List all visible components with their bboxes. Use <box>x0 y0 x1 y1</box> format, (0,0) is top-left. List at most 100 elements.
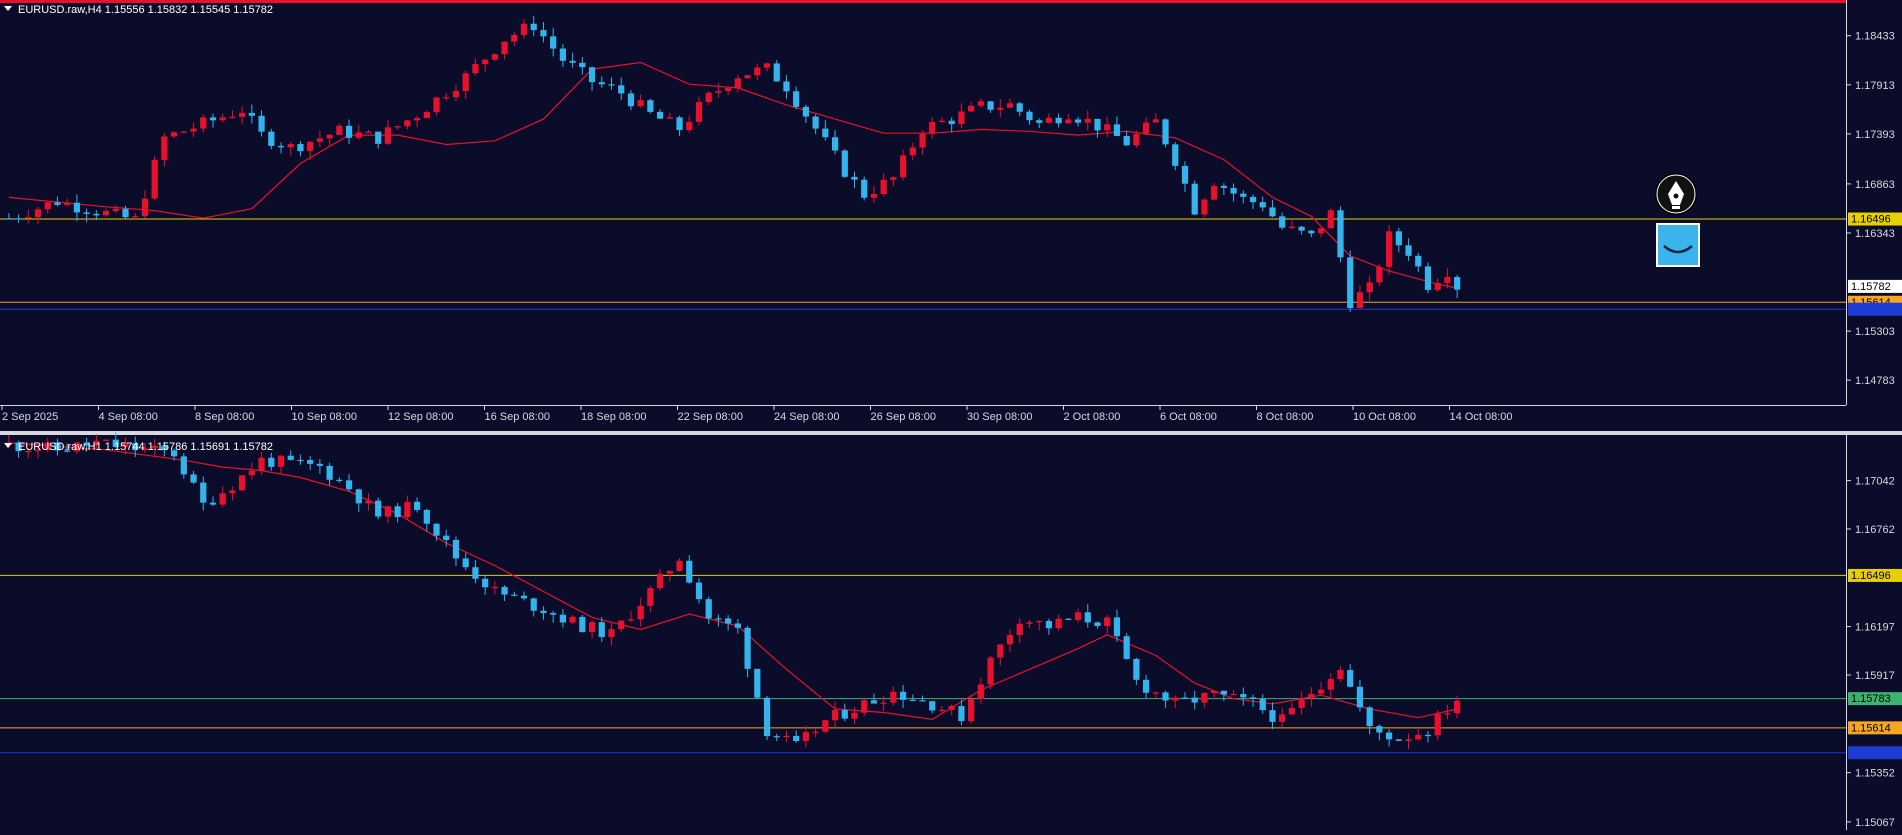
h4-candle <box>132 213 139 221</box>
h1-candle <box>1376 724 1383 741</box>
h1-candle <box>1113 609 1121 642</box>
h1-candle <box>307 456 314 470</box>
h4-candle <box>170 131 178 139</box>
h4-candle <box>705 91 712 106</box>
h1-candle <box>258 451 265 475</box>
h4-candle <box>958 103 965 129</box>
h1-pane-menu-icon[interactable] <box>4 443 12 448</box>
h1-candle <box>1045 618 1053 635</box>
h1-candle <box>384 505 392 524</box>
h4-candle <box>384 119 392 146</box>
h4-x-tick: 14 Oct 08:00 <box>1450 411 1513 423</box>
h1-candle <box>1240 687 1247 706</box>
h1-candle <box>1424 730 1432 743</box>
h4-candle <box>219 113 226 123</box>
h1-candle <box>929 700 936 714</box>
h4-chart-pane[interactable]: EURUSD.raw,H4 1.15556 1.15832 1.15545 1.… <box>0 0 1846 312</box>
h4-candle <box>287 141 294 156</box>
h4-candle <box>365 130 372 133</box>
h4-candle <box>608 77 615 90</box>
h4-y-tick: 1.15303 <box>1855 326 1895 338</box>
h4-candle <box>122 205 129 219</box>
h1-candle <box>1288 702 1296 716</box>
h4-candle <box>1162 118 1169 148</box>
h4-y-tick: 1.18433 <box>1855 31 1895 43</box>
h4-candle <box>1376 264 1383 286</box>
h1-candle <box>462 552 469 571</box>
h4-candle <box>511 31 518 47</box>
h4-y-tick: 1.17913 <box>1855 80 1895 92</box>
h1-candle <box>1065 618 1072 621</box>
h4-candle <box>1113 116 1121 137</box>
h1-candle <box>540 606 547 620</box>
h4-y-tick: 1.17393 <box>1855 129 1895 141</box>
h1-candle <box>452 536 460 567</box>
h4-candle <box>773 59 780 82</box>
h4-candle <box>987 100 994 113</box>
h4-price-label-bg <box>1848 279 1902 293</box>
h4-candle <box>598 76 605 88</box>
h4-candle <box>1065 113 1072 125</box>
h4-candle <box>1201 198 1208 218</box>
h4-time-axis[interactable]: 2 Sep 2025 4 Sep 08:00 8 Sep 08:00 10 Sep 0… <box>1 405 1513 423</box>
h1-candle <box>569 615 576 625</box>
h1-y-tick: 1.16197 <box>1855 622 1895 634</box>
h4-candle <box>676 115 683 136</box>
h1-candle <box>277 454 285 475</box>
h1-candle <box>997 644 1004 666</box>
h4-candle <box>793 86 800 110</box>
h1-candle <box>1366 706 1373 735</box>
h1-candle <box>1395 738 1402 742</box>
h4-candle <box>355 124 362 140</box>
h4-candle <box>948 117 955 133</box>
h1-candle <box>1142 674 1150 699</box>
h4-candle <box>1230 183 1237 202</box>
h1-candle <box>938 706 946 715</box>
h4-candle <box>1249 194 1257 210</box>
h4-candle <box>550 27 557 57</box>
h1-candle <box>1327 673 1334 698</box>
h4-x-tick: 4 Sep 08:00 <box>99 411 158 423</box>
h1-candle <box>287 450 294 461</box>
pen-nib-icon[interactable] <box>1655 173 1697 215</box>
h4-candle <box>618 77 625 100</box>
h4-candle <box>870 185 878 204</box>
h4-candle <box>977 98 984 108</box>
h1-price-labels: 1.16496 1.15783 1.15614 <box>1848 568 1902 760</box>
h4-candle <box>404 119 411 130</box>
h1-candle <box>958 699 965 726</box>
h4-candle <box>1074 116 1082 127</box>
h4-x-tick: 8 Oct 08:00 <box>1257 411 1314 423</box>
h1-candle <box>1181 692 1189 699</box>
h1-horizontal-lines <box>0 574 1846 754</box>
h4-x-tick: 10 Oct 08:00 <box>1353 411 1416 423</box>
h1-candle <box>1172 695 1179 709</box>
h1-y-tick: 1.17042 <box>1855 476 1895 488</box>
h4-candle <box>1142 117 1150 136</box>
h4-x-tick: 2 Sep 2025 <box>2 411 58 423</box>
h4-candle <box>540 22 547 43</box>
h1-candle <box>919 695 926 702</box>
h1-candle <box>754 668 761 699</box>
h4-y-tick: 1.16343 <box>1855 228 1895 240</box>
h4-price-axis[interactable]: 1.18433 1.17913 1.17393 1.16863 1.16343 1.153… <box>1846 31 1895 387</box>
pane-separator[interactable] <box>0 431 1902 435</box>
h4-y-tick: 1.14783 <box>1855 375 1895 387</box>
smile-box-icon[interactable] <box>1656 223 1700 267</box>
h1-candle <box>190 470 197 485</box>
h1-chart-pane[interactable]: EURUSD.raw,H1 1.15744 1.15786 1.15691 1.… <box>0 432 1846 754</box>
h4-pane-menu-icon[interactable] <box>4 6 12 11</box>
h4-candle <box>812 114 819 135</box>
h1-candle <box>948 704 955 716</box>
h4-candle <box>1104 116 1111 138</box>
h4-candle <box>472 58 479 76</box>
h1-price-axis[interactable]: 1.17042 1.16762 1.16197 1.15917 1.15352 1.150… <box>1846 476 1895 829</box>
h1-candle <box>1249 694 1257 708</box>
h4-candle <box>73 194 81 221</box>
h1-y-tick: 1.15352 <box>1855 768 1895 780</box>
h4-candles <box>5 15 1461 312</box>
h4-candle <box>1133 130 1140 148</box>
h1-candle <box>501 585 508 601</box>
h4-candle <box>715 83 722 98</box>
h1-y-tick: 1.15917 <box>1855 670 1895 682</box>
